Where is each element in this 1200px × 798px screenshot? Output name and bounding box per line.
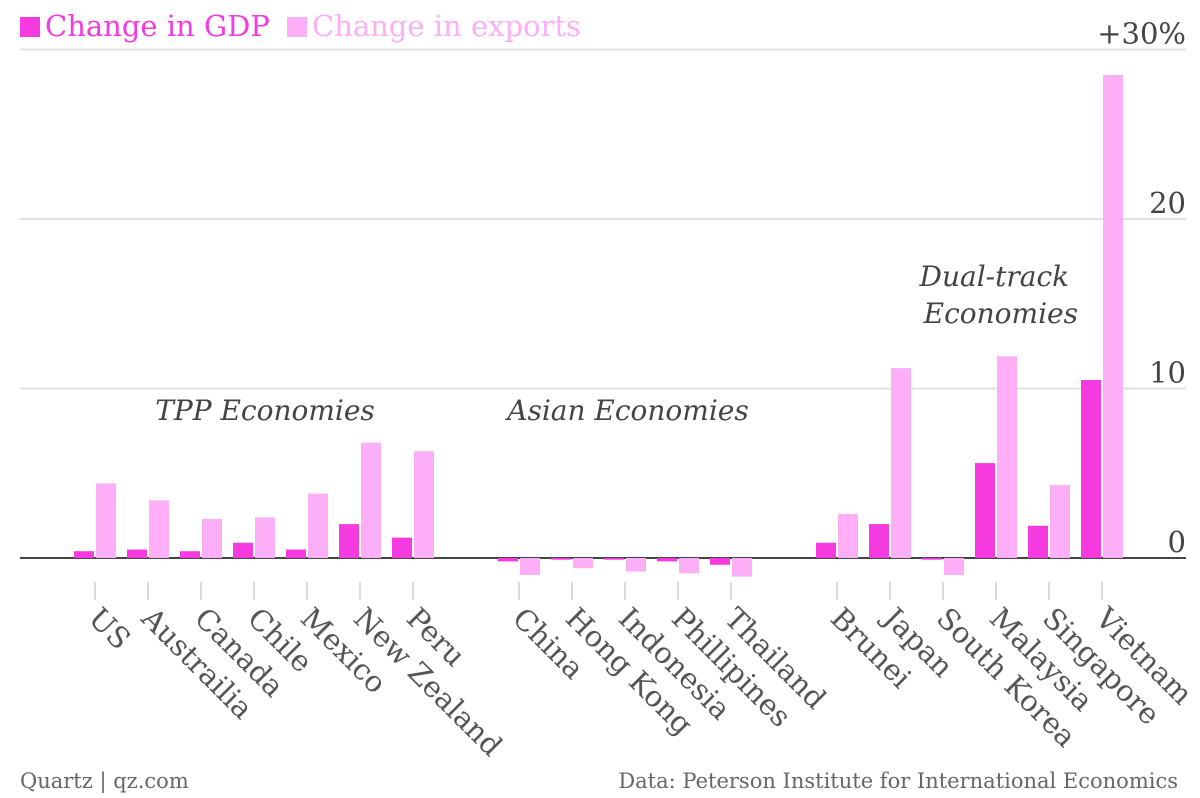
bar-exports — [520, 558, 540, 575]
bar-exports — [891, 368, 911, 558]
bar-gdp — [127, 549, 147, 558]
bar-exports — [96, 483, 116, 558]
group-label-asian: Asian Economies — [504, 394, 749, 427]
group-label-dual-track-line2: Economies — [923, 297, 1078, 330]
x-tick-label: US — [82, 601, 137, 656]
bar-gdp — [74, 551, 94, 558]
bar-gdp — [1028, 525, 1048, 558]
bar-gdp — [180, 551, 200, 558]
bar-exports — [1050, 485, 1070, 558]
bar-exports — [626, 558, 646, 572]
y-axis: 0 10 20 +30% — [1097, 17, 1186, 560]
bar-gdp — [551, 558, 571, 560]
bar-gdp — [657, 558, 677, 562]
y-tick-label: 20 — [1149, 186, 1186, 220]
bar-exports — [1103, 74, 1123, 559]
legend-label-gdp: Change in GDP — [45, 9, 270, 43]
group-label-tpp: TPP Economies — [155, 394, 375, 427]
bar-gdp — [498, 558, 518, 562]
bar-gdp — [286, 549, 306, 558]
bar-gdp — [869, 524, 889, 558]
footer-data-credit: Data: Peterson Institute for Internation… — [618, 769, 1178, 793]
bar-exports — [202, 519, 222, 558]
group-label-dual-track-line1: Dual-track — [919, 260, 1070, 293]
bar-gdp — [233, 542, 253, 558]
y-tick-label: 0 — [1168, 525, 1186, 559]
bar-exports — [679, 558, 699, 574]
bar-gdp — [392, 537, 412, 558]
bar-exports — [308, 493, 328, 558]
bar-exports — [732, 558, 752, 577]
bar-gdp — [710, 558, 730, 565]
bar-exports — [838, 513, 858, 558]
bar-gdp — [1081, 380, 1101, 558]
legend: Change in GDP Change in exports — [20, 9, 581, 43]
bar-gdp — [816, 542, 836, 558]
bar-exports — [944, 558, 964, 575]
bar-gdp — [922, 558, 942, 560]
bar-gdp — [975, 463, 995, 558]
bar-exports — [255, 517, 275, 558]
legend-swatch-exports — [287, 17, 307, 37]
footer-source: Quartz | qz.com — [20, 769, 189, 794]
bars — [74, 74, 1123, 577]
bar-exports — [573, 558, 593, 569]
group-label-dual-track: Dual-track Economies — [919, 260, 1078, 330]
y-tick-label: +30% — [1097, 17, 1186, 51]
legend-swatch-gdp — [20, 17, 40, 37]
bar-exports — [361, 442, 381, 558]
bar-exports — [997, 356, 1017, 558]
y-tick-label: 10 — [1149, 356, 1186, 390]
bar-exports — [149, 500, 169, 558]
bar-gdp — [339, 524, 359, 558]
legend-label-exports: Change in exports — [312, 9, 581, 43]
bar-gdp — [604, 558, 624, 560]
bar-exports — [414, 451, 434, 558]
